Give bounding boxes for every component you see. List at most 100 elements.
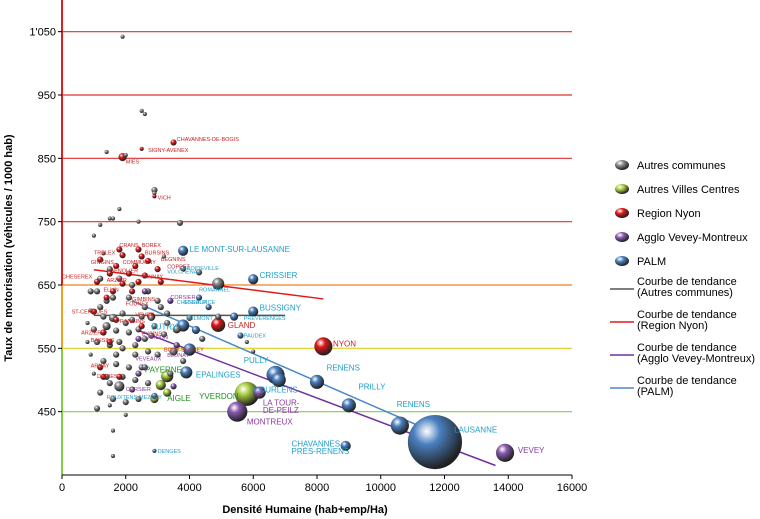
bubble-agglo-vevey-montreux: [141, 364, 149, 371]
point-label-arzier: ARZIER: [107, 278, 127, 284]
bubble-agglo-vevey-montreux: [141, 288, 149, 295]
bubble-autres-communes: [135, 395, 142, 403]
bubble-region-nyon: [141, 272, 149, 279]
trendline-region-nyon: [93, 269, 324, 300]
legend-item-palm: PALM: [615, 256, 666, 268]
legend-label: Courbe de tendance: [637, 276, 737, 288]
bubble-autres-communes: [144, 379, 152, 387]
bubble-autres-communes: [85, 339, 90, 345]
y-tick-label-550: 550: [38, 343, 56, 355]
bubble-autres-communes: [128, 386, 136, 393]
bubble-region-nyon: [135, 278, 142, 286]
bubble-autres-communes: [123, 152, 128, 158]
point-label-chavannes-de-bogis: CHAVANNES-DE-BOGIS: [177, 137, 239, 143]
legend-item-region-nyon: Region Nyon: [615, 208, 701, 220]
bubble-region-nyon: [210, 317, 226, 333]
legend-label: Autres communes: [637, 160, 726, 172]
bubble-region-nyon: [97, 256, 104, 263]
x-axis-title: Densité Humaine (hab+emp/Ha): [222, 504, 388, 516]
bubble-region-nyon: [152, 194, 157, 199]
bubble-autres-communes: [123, 412, 128, 418]
point-label-ellin: ELLIN: [103, 287, 118, 293]
point-label-veveaux: VEVEAUX: [135, 356, 161, 362]
legend-item-courbe-de-tendance-agglo-vevey-montreux: Courbe de tendance(Agglo Vevey-Montreux): [610, 342, 755, 365]
legend-label: Courbe de tendance: [637, 342, 737, 354]
y-tick-labels: 450 550 650 750 850 950 1'050: [29, 27, 56, 419]
point-label-bursins: BURSINS: [145, 251, 170, 257]
bubble-autres-communes: [128, 316, 136, 324]
bubble-autres-villes-centres: [155, 379, 167, 391]
bubble-palm: [152, 448, 157, 454]
bubble-autres-communes: [172, 325, 181, 334]
bubble-palm: [341, 398, 357, 413]
bubble-region-nyon: [139, 146, 144, 152]
legend-label: Region Nyon: [637, 208, 701, 220]
point-label-gimbins: GIMBINS: [132, 297, 156, 303]
bubbles: [85, 34, 515, 470]
point-label-courlens: COURLENS: [253, 386, 297, 395]
bubble-autres-communes: [110, 453, 116, 459]
bubble-autres-communes: [122, 398, 129, 406]
legend-label: Agglo Vevey-Montreux: [637, 232, 748, 244]
y-tick-label-450: 450: [38, 407, 56, 419]
legend-label: (Region Nyon): [637, 320, 708, 332]
bubble-autres-communes: [117, 206, 122, 212]
bubble-autres-communes: [148, 332, 155, 339]
point-label-bogy-bossey: BOGY-BOSSEY: [164, 348, 204, 354]
legend-label: Courbe de tendance: [637, 375, 737, 387]
bubble-autres-communes: [141, 303, 149, 311]
bubble-palm: [340, 440, 351, 452]
bubble-region-nyon: [119, 280, 126, 287]
bubble-palm: [390, 416, 410, 435]
point-label-romannel: ROMANNEL: [199, 287, 230, 293]
point-label-corsier: CORSIER: [126, 387, 151, 393]
bubble-palm: [271, 372, 286, 388]
point-label-le-mont-sur-lausanne: LE MONT-SUR-LAUSANNE: [190, 245, 290, 254]
bubble-autres-communes: [136, 219, 141, 224]
bubble-autres-villes-centres: [162, 388, 172, 397]
x-tick-label-8000: 8000: [305, 482, 329, 494]
bubble-autres-communes: [93, 338, 101, 346]
point-label-renens: RENENS: [327, 364, 360, 373]
legend-label: (Autres communes): [637, 287, 733, 299]
bubble-region-nyon: [116, 246, 123, 253]
bubble-palm: [205, 303, 212, 311]
bubble-region-nyon: [97, 364, 104, 371]
bubble-autres-communes: [109, 294, 117, 301]
bubble-region-nyon: [138, 253, 145, 260]
point-label-gland: GLAND: [228, 321, 256, 330]
bubble-autres-communes: [91, 233, 97, 238]
y-tick-label-750: 750: [38, 217, 56, 229]
bubble-autres-communes: [101, 251, 106, 256]
bubble-autres-communes: [195, 269, 203, 276]
point-label-arzier: ARZIER: [81, 330, 101, 336]
y-axis-title: Taux de motorisation (véhicules / 1000 h…: [3, 134, 15, 362]
bubble-autres-communes: [87, 288, 94, 295]
bubble-autres-communes: [93, 288, 101, 295]
point-label-st-cergues: ST-CERGUES: [72, 310, 108, 316]
bubble-autres-communes: [97, 389, 104, 396]
bubble-region-nyon: [132, 262, 139, 270]
point-label-gingins: GINGINS: [91, 260, 115, 266]
bubble-autres-communes: [91, 371, 97, 376]
bubble-autres-communes: [88, 352, 93, 357]
bubble-autres-communes: [138, 313, 145, 320]
bubble-autres-communes: [122, 319, 129, 327]
bubble-autres-communes: [169, 347, 178, 356]
bubble-autres-communes: [104, 149, 109, 155]
x-tick-label-10000: 10000: [365, 482, 396, 494]
bubble-palm: [248, 274, 259, 285]
x-tick-label-14000: 14000: [493, 482, 524, 494]
point-label-denges: DENGES: [158, 449, 182, 455]
bubble-palm: [229, 312, 239, 321]
bubble-autres-communes: [186, 314, 193, 322]
point-label-la-tour: LA TOUR-: [263, 398, 300, 407]
bubble-autres-communes: [161, 254, 167, 259]
bubble-agglo-vevey-montreux: [495, 443, 515, 463]
bubble-region-nyon: [157, 278, 165, 286]
point-label-chavannes: CHAVANNES-: [292, 440, 344, 449]
bubble-palm: [177, 245, 189, 257]
point-label-tannay: TANNAY: [142, 275, 164, 281]
x-tick-label-0: 0: [59, 482, 65, 494]
legend-swatch-agglo-vevey-montreux: [615, 232, 629, 242]
